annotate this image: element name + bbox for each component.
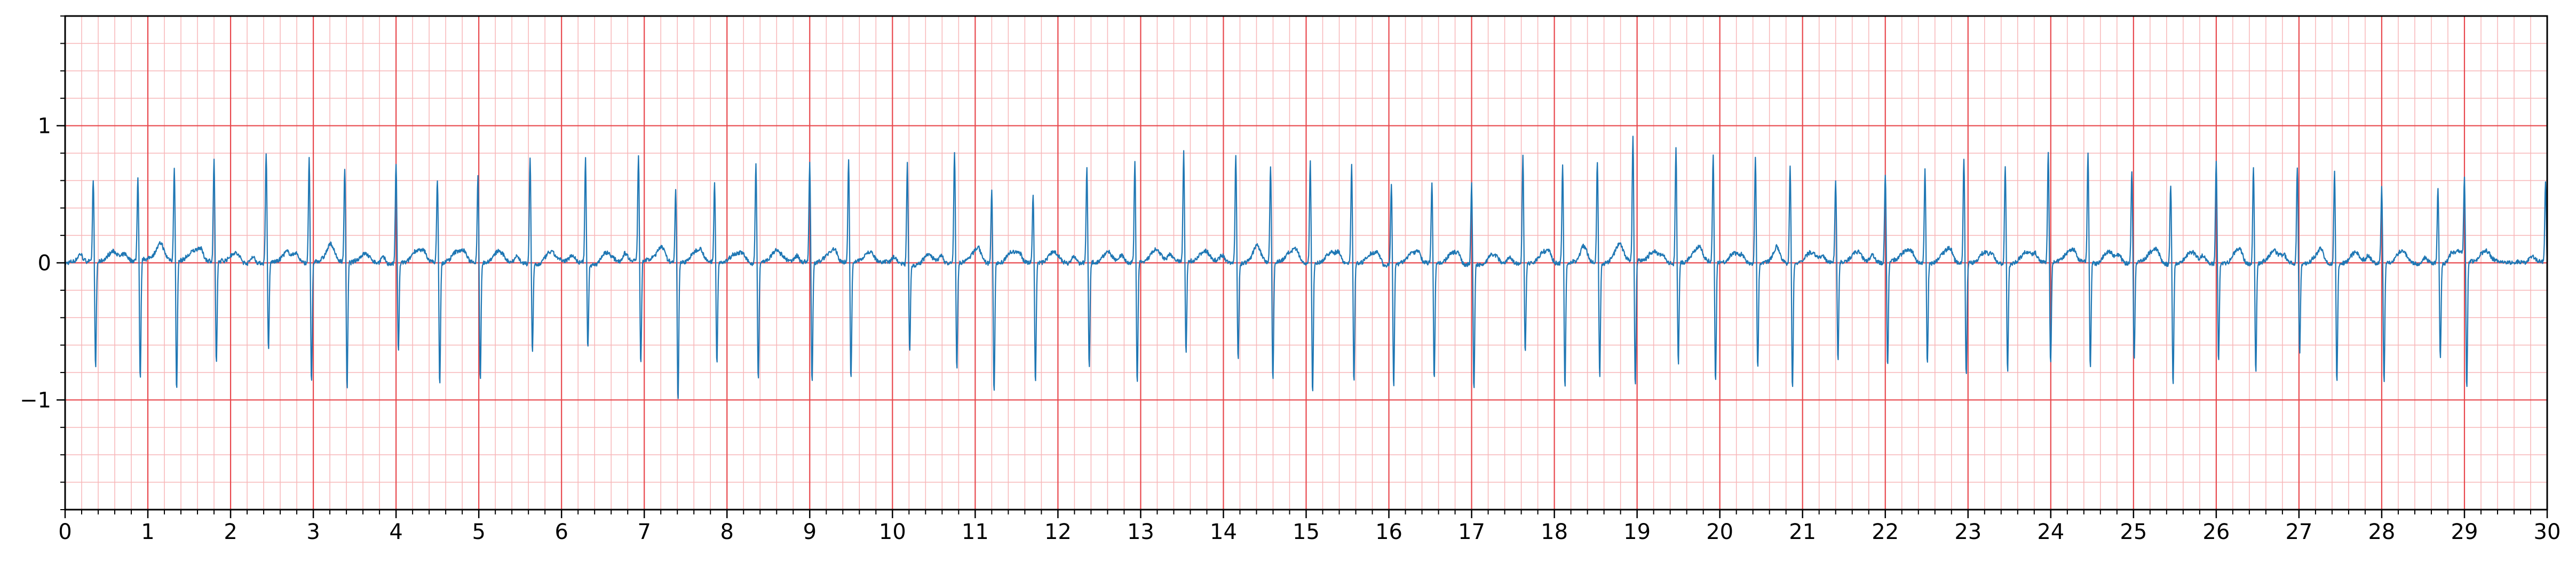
y-tick-label: 1	[38, 114, 51, 139]
x-tick-label: 29	[2451, 520, 2478, 544]
x-tick-label: 0	[58, 520, 72, 544]
x-tick-label: 2	[224, 520, 237, 544]
x-tick-label: 3	[306, 520, 320, 544]
x-tick-label: 20	[1706, 520, 1733, 544]
x-tick-label: 25	[2120, 520, 2147, 544]
ecg-series-line	[64, 136, 2548, 399]
x-tick-label: 15	[1293, 520, 1320, 544]
x-tick-label: 16	[1375, 520, 1402, 544]
x-tick-label: 10	[879, 520, 906, 544]
x-axis: 0 1 2 3 4 5 6 7 8 9 10 11 12 13 14 15 16 17 18 19 20 21 22 23 24…	[58, 510, 2561, 544]
x-tick-label: 8	[720, 520, 734, 544]
x-tick-label: 6	[554, 520, 568, 544]
x-tick-label: 11	[962, 520, 989, 544]
x-tick-label: 9	[803, 520, 817, 544]
x-tick-label: 1	[141, 520, 154, 544]
x-tick-label: 7	[638, 520, 651, 544]
x-tick-label: 14	[1210, 520, 1237, 544]
x-tick-label: 17	[1458, 520, 1485, 544]
x-tick-label: 24	[2037, 520, 2064, 544]
x-tick-label: 21	[1789, 520, 1816, 544]
x-tick-label: 30	[2534, 520, 2561, 544]
y-axis: −1 0 1	[20, 15, 65, 510]
x-tick-label: 12	[1044, 520, 1072, 544]
x-tick-label: 23	[1954, 520, 1981, 544]
x-tick-label: 26	[2202, 520, 2230, 544]
x-tick-label: 22	[1872, 520, 1899, 544]
y-tick-label: −1	[20, 388, 51, 413]
x-tick-label: 28	[2368, 520, 2395, 544]
x-tick-label: 19	[1623, 520, 1651, 544]
signal-layer	[64, 136, 2548, 399]
x-tick-label: 5	[472, 520, 485, 544]
x-tick-label: 4	[389, 520, 402, 544]
x-tick-label: 18	[1541, 520, 1568, 544]
y-tick-label: 0	[38, 251, 51, 276]
x-tick-label: 27	[2285, 520, 2312, 544]
x-tick-label: 13	[1127, 520, 1154, 544]
